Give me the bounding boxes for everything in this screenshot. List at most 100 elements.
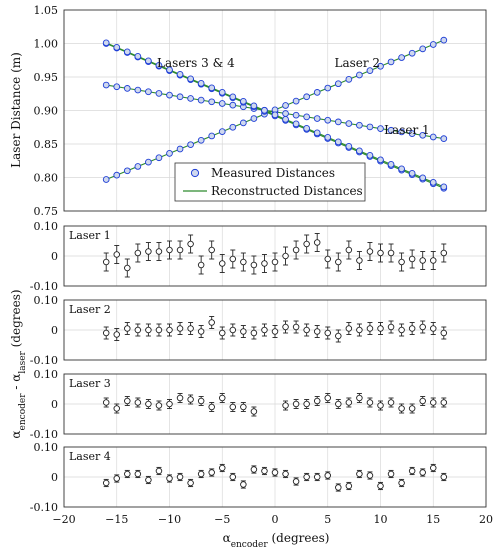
residual-point	[303, 240, 310, 248]
residual-point	[408, 467, 416, 475]
x-tick-label: 15	[426, 513, 440, 526]
residual-point	[124, 325, 131, 332]
residual-point	[282, 323, 289, 331]
measured-point-laser4	[155, 61, 163, 69]
measured-point-laser2	[176, 145, 184, 153]
top-y-tick-label: 0.90	[34, 105, 59, 118]
measured-point-laser2	[429, 41, 437, 48]
annotation-label: Lasers 3 & 4	[157, 56, 235, 70]
measured-point-laser2	[155, 154, 163, 162]
measured-point-laser4	[102, 39, 110, 47]
residual-point	[345, 399, 353, 406]
measured-point-laser2	[218, 128, 226, 135]
annotation-label: Laser 1	[384, 123, 430, 137]
top-y-tick-label: 1.00	[34, 38, 59, 51]
residual-point	[292, 478, 300, 485]
residual-point	[440, 399, 448, 406]
residual-point	[440, 329, 448, 337]
residual-point	[229, 255, 237, 263]
residual-point	[430, 464, 437, 472]
panel-y-tick-label: 0.10	[34, 368, 59, 381]
top-y-tick-label: 0.80	[34, 172, 59, 185]
measured-point-laser4	[271, 111, 279, 119]
residual-ylabel-sub2: laser	[18, 350, 28, 373]
residual-point	[387, 249, 395, 257]
residual-point	[197, 397, 205, 405]
measured-point-laser1	[187, 95, 194, 102]
residual-point	[166, 400, 173, 408]
panel-y-tick-label: 0	[51, 250, 58, 263]
measured-point-laser1	[208, 98, 216, 106]
x-tick-label: 20	[479, 513, 493, 526]
measured-point-laser2	[313, 89, 321, 96]
residual-point	[102, 258, 110, 266]
measured-point-laser4	[440, 183, 448, 191]
panel-y-tick-label: 0	[51, 398, 58, 411]
residual-point	[356, 257, 363, 264]
residual-point	[313, 328, 321, 335]
legend: Measured Distances Reconstructed Distanc…	[174, 162, 366, 202]
residual-point	[145, 400, 152, 408]
residual-point	[356, 470, 363, 478]
residual-point	[398, 258, 405, 266]
measured-point-laser4	[377, 156, 384, 164]
residual-point	[145, 326, 152, 334]
panel-y-tick-label: 0	[51, 471, 58, 484]
measured-point-laser1	[113, 83, 121, 91]
measured-point-laser2	[366, 67, 374, 74]
measured-point-laser1	[292, 111, 300, 119]
measured-point-laser1	[324, 116, 332, 124]
residual-point	[208, 403, 215, 411]
panel-frame	[63, 299, 487, 361]
residual-point	[208, 469, 215, 476]
residual-point	[419, 257, 426, 264]
residual-point	[176, 246, 184, 254]
panel-frame	[63, 225, 487, 287]
panel-label: Laser 2	[69, 303, 111, 316]
residual-point	[440, 473, 448, 481]
measured-point-laser1	[229, 101, 237, 109]
residual-ylabel-alpha1: α	[9, 430, 23, 438]
residual-point	[145, 476, 152, 484]
measured-point-laser2	[250, 115, 258, 122]
residual-point	[229, 473, 237, 481]
residual-panel-4: -0.10 0 0.10 Laser 4	[30, 441, 487, 514]
x-tick-label: 10	[374, 513, 388, 526]
residual-point	[377, 482, 384, 490]
measured-point-laser1	[166, 91, 173, 99]
residual-point	[356, 394, 363, 402]
residual-point	[113, 251, 120, 258]
panel-frame	[63, 373, 487, 435]
measured-point-laser4	[345, 143, 353, 150]
residual-point	[324, 394, 332, 402]
residual-point	[261, 260, 268, 267]
measured-point-laser4	[218, 88, 226, 96]
measured-point-laser2	[113, 171, 121, 179]
measured-point-laser1	[197, 96, 205, 104]
residual-point	[113, 405, 120, 412]
residual-point	[240, 328, 247, 335]
residual-point	[335, 400, 342, 408]
residual-point	[335, 484, 342, 491]
residual-point	[134, 470, 142, 478]
top-y-tick-label: 0.95	[34, 71, 59, 84]
panel-y-tick-label: -0.10	[30, 280, 58, 293]
measured-point-laser2	[134, 163, 142, 170]
top-plot-frame	[63, 9, 487, 212]
measured-point-laser4	[176, 70, 184, 78]
residual-ylabel-unit: (degrees)	[9, 289, 23, 351]
residual-point	[124, 264, 131, 272]
measured-point-laser1	[176, 93, 184, 101]
measured-point-laser1	[429, 133, 437, 141]
residual-point	[271, 469, 279, 476]
residual-point	[218, 260, 226, 267]
residual-point	[377, 325, 384, 332]
measured-point-laser1	[313, 115, 321, 122]
measured-point-laser4	[187, 75, 194, 83]
residual-point	[155, 248, 163, 255]
residual-point	[261, 326, 268, 334]
residual-point	[271, 258, 279, 266]
measured-point-laser1	[408, 130, 416, 137]
residual-point	[419, 397, 426, 405]
